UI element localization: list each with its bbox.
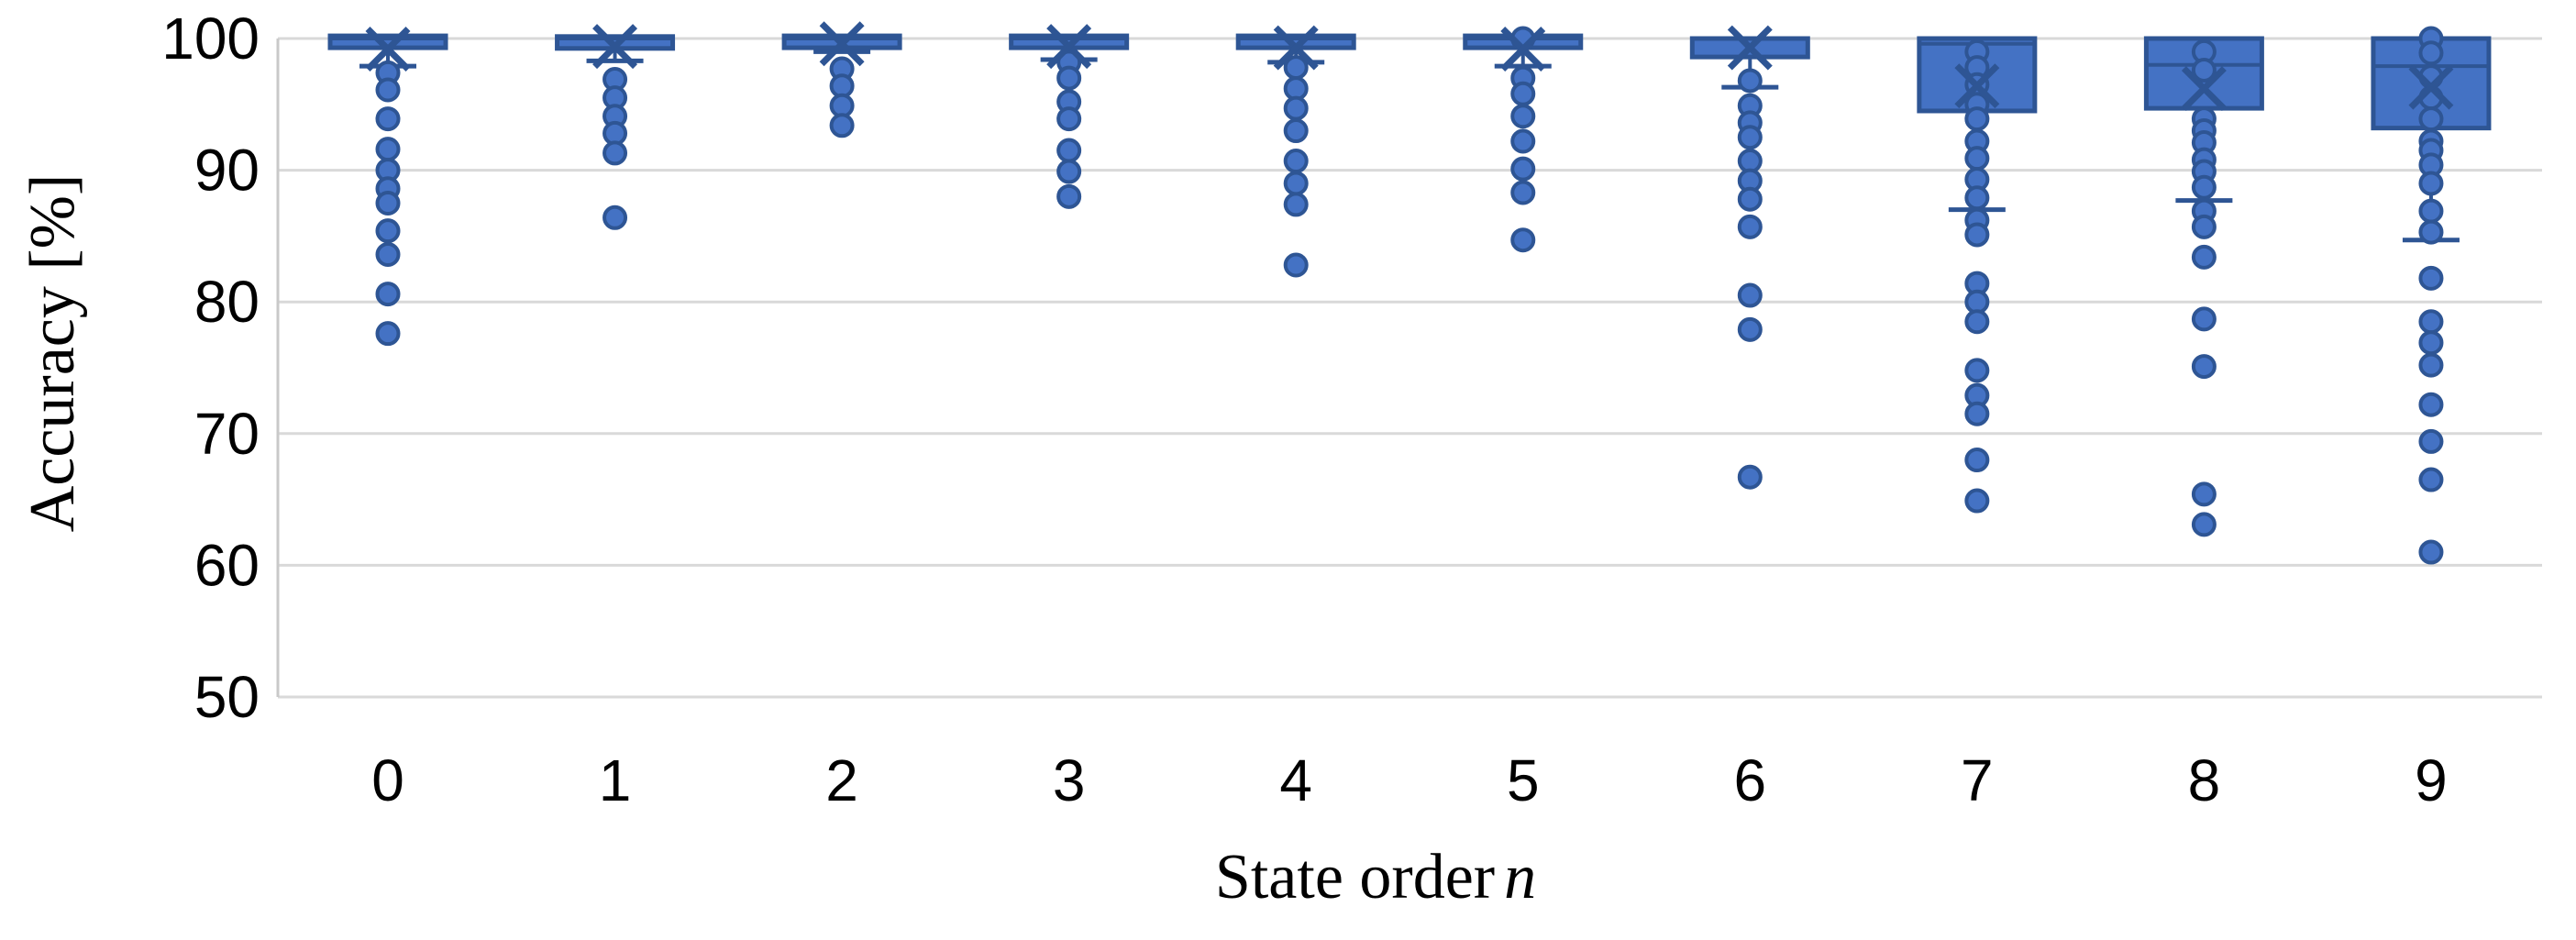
outlier-dot-4-0 bbox=[1283, 55, 1309, 81]
outlier-dot-3-5 bbox=[1056, 159, 1082, 184]
y-tick-label-60: 60 bbox=[194, 532, 260, 598]
outlier-dot-6-10 bbox=[1737, 464, 1763, 490]
x-tick-label-6: 6 bbox=[1734, 747, 1767, 813]
outlier-dot-6-3 bbox=[1737, 125, 1763, 150]
outlier-dot-6-6 bbox=[1737, 186, 1763, 212]
outlier-dot-0-8 bbox=[375, 242, 401, 268]
outlier-dot-4-7 bbox=[1283, 252, 1309, 278]
outlier-dot-9-13 bbox=[2418, 330, 2444, 356]
outlier-dot-8-7 bbox=[2191, 174, 2217, 200]
outlier-dot-9-12 bbox=[2418, 309, 2444, 335]
outlier-dot-9-17 bbox=[2418, 467, 2444, 492]
y-tick-label-100: 100 bbox=[161, 6, 260, 72]
outlier-dot-4-2 bbox=[1283, 95, 1309, 121]
outlier-dot-9-11 bbox=[2418, 265, 2444, 291]
outlier-dot-0-9 bbox=[375, 282, 401, 307]
x-tick-label-7: 7 bbox=[1961, 747, 1994, 813]
outlier-dot-8-14 bbox=[2191, 512, 2217, 537]
outlier-dot-7-17 bbox=[1964, 448, 1990, 473]
outlier-dot-3-6 bbox=[1056, 183, 1082, 209]
outlier-dot-5-4 bbox=[1510, 128, 1536, 154]
outlier-dot-5-7 bbox=[1510, 227, 1536, 253]
outlier-dot-8-9 bbox=[2191, 214, 2217, 239]
x-axis-title: State order n bbox=[1009, 841, 1742, 914]
outlier-dot-4-3 bbox=[1283, 118, 1309, 144]
mean-marker-6 bbox=[1727, 25, 1773, 71]
outlier-dot-0-3 bbox=[375, 137, 401, 162]
outlier-dot-8-13 bbox=[2191, 481, 2217, 507]
outlier-dot-8-10 bbox=[2191, 244, 2217, 270]
x-tick-label-0: 0 bbox=[371, 747, 404, 813]
outlier-dot-7-4 bbox=[1964, 106, 1990, 132]
outlier-dot-0-7 bbox=[375, 218, 401, 244]
outlier-dot-7-13 bbox=[1964, 309, 1990, 335]
outlier-dot-8-12 bbox=[2191, 354, 2217, 380]
outlier-dot-6-7 bbox=[1737, 214, 1763, 239]
outlier-dot-2-3 bbox=[829, 113, 855, 138]
y-axis-title-text: Accuracy [%] bbox=[17, 173, 88, 533]
mean-marker-0 bbox=[365, 27, 411, 72]
outlier-dot-5-5 bbox=[1510, 156, 1536, 182]
outlier-dot-6-8 bbox=[1737, 282, 1763, 308]
x-tick-label-3: 3 bbox=[1053, 747, 1086, 813]
outlier-dot-8-1 bbox=[2191, 57, 2217, 83]
outlier-dot-5-2 bbox=[1510, 81, 1536, 106]
mean-marker-2 bbox=[819, 21, 865, 67]
outlier-dot-7-8 bbox=[1964, 185, 1990, 211]
x-tick-label-2: 2 bbox=[825, 747, 858, 813]
outlier-dot-7-14 bbox=[1964, 358, 1990, 383]
outlier-dot-4-4 bbox=[1283, 149, 1309, 174]
outlier-dot-9-9 bbox=[2418, 198, 2444, 224]
outlier-dot-9-8 bbox=[2418, 171, 2444, 196]
mean-marker-4 bbox=[1273, 25, 1319, 71]
outlier-dot-5-3 bbox=[1510, 104, 1536, 129]
y-axis-title: Accuracy [%] bbox=[17, 147, 90, 559]
outlier-dot-0-10 bbox=[375, 321, 401, 347]
outlier-dot-9-14 bbox=[2418, 352, 2444, 378]
x-tick-label-8: 8 bbox=[2188, 747, 2221, 813]
outlier-dot-3-3 bbox=[1056, 106, 1082, 132]
outlier-dot-1-5 bbox=[603, 205, 628, 230]
outlier-dot-6-9 bbox=[1737, 316, 1763, 342]
outlier-dot-9-1 bbox=[2418, 40, 2444, 66]
outlier-dot-9-10 bbox=[2418, 219, 2444, 245]
outlier-dot-7-18 bbox=[1964, 488, 1990, 514]
outlier-dot-0-2 bbox=[375, 106, 401, 132]
outlier-dot-9-18 bbox=[2418, 539, 2444, 565]
x-axis-title-text: State order bbox=[1214, 842, 1496, 912]
outlier-dot-1-4 bbox=[603, 140, 628, 166]
outlier-dot-7-10 bbox=[1964, 222, 1990, 248]
mean-marker-5 bbox=[1500, 27, 1546, 72]
x-tick-label-4: 4 bbox=[1279, 747, 1312, 813]
outlier-dot-9-4 bbox=[2418, 106, 2444, 132]
mean-marker-7 bbox=[1954, 63, 2000, 109]
x-axis-title-variable: n bbox=[1504, 842, 1537, 912]
outlier-dot-0-1 bbox=[375, 77, 401, 103]
outlier-dot-7-16 bbox=[1964, 401, 1990, 426]
mean-marker-1 bbox=[592, 24, 638, 70]
y-tick-label-70: 70 bbox=[194, 401, 260, 467]
x-tick-label-9: 9 bbox=[2415, 747, 2448, 813]
outlier-dot-9-16 bbox=[2418, 428, 2444, 454]
outlier-dot-6-0 bbox=[1737, 68, 1763, 94]
outlier-dot-4-6 bbox=[1283, 192, 1309, 217]
outlier-dot-5-6 bbox=[1510, 180, 1536, 205]
x-tick-label-5: 5 bbox=[1507, 747, 1540, 813]
outlier-dot-8-11 bbox=[2191, 306, 2217, 332]
x-tick-label-1: 1 bbox=[599, 747, 632, 813]
outlier-dot-4-5 bbox=[1283, 171, 1309, 196]
outlier-dot-9-15 bbox=[2418, 392, 2444, 417]
mean-marker-9 bbox=[2408, 64, 2454, 110]
mean-marker-8 bbox=[2181, 66, 2227, 112]
outlier-dot-0-6 bbox=[375, 191, 401, 216]
outlier-dot-7-6 bbox=[1964, 146, 1990, 171]
y-tick-label-50: 50 bbox=[194, 664, 260, 730]
mean-marker-3 bbox=[1046, 24, 1092, 70]
outlier-dot-3-1 bbox=[1056, 65, 1082, 91]
y-tick-label-90: 90 bbox=[194, 138, 260, 204]
outlier-dot-3-4 bbox=[1056, 138, 1082, 163]
y-tick-label-80: 80 bbox=[194, 269, 260, 335]
